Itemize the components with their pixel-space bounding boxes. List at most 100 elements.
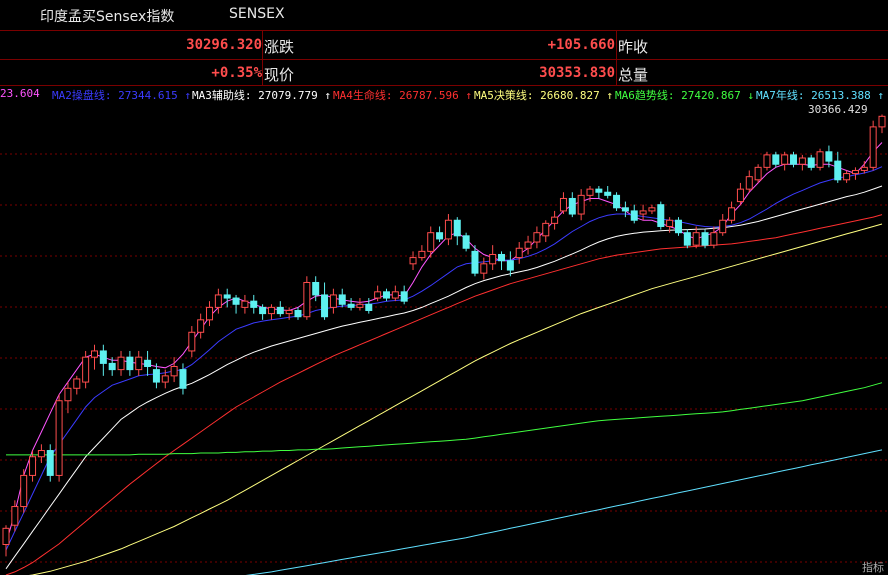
candle [73, 375, 81, 395]
candle-body [559, 197, 567, 212]
candle-body [666, 219, 674, 227]
candle-body [285, 309, 293, 315]
candle-body [64, 387, 72, 402]
candle-body [692, 232, 700, 246]
candle-body [197, 319, 205, 333]
candle-body [82, 356, 90, 383]
candle [515, 242, 523, 264]
moving-average-lines [5, 142, 883, 575]
candle [444, 214, 452, 246]
candle [179, 363, 187, 395]
candle [356, 298, 364, 311]
candle [197, 313, 205, 339]
candle-body [542, 222, 550, 237]
price-value: 30353.830 [539, 65, 615, 81]
candle [329, 288, 337, 314]
candle [29, 450, 37, 482]
candlestick-chart: 30366.429 [0, 103, 888, 575]
candle-body [657, 204, 665, 227]
candle [781, 151, 789, 171]
candle [152, 363, 160, 389]
candle-body [480, 263, 488, 274]
change-value: 30296.320 [186, 37, 262, 53]
candle-body [374, 291, 382, 299]
candle [701, 229, 709, 249]
separator [262, 31, 263, 59]
candle [365, 298, 373, 314]
candle-body [763, 154, 771, 168]
candle [453, 217, 461, 246]
ma1-line [5, 142, 883, 545]
candle [126, 350, 134, 376]
candle-body [860, 166, 868, 171]
ma4-legend: MA4生命线: 26787.596 ↑ [333, 89, 472, 102]
candle-body [55, 400, 63, 476]
candle-body [604, 191, 612, 196]
candle-body [524, 241, 532, 249]
candle-body [2, 527, 10, 546]
candle-body [11, 506, 19, 526]
candle [878, 114, 886, 134]
candle [745, 170, 753, 193]
candle [736, 182, 744, 205]
candle-body [577, 194, 585, 215]
candle-body [409, 257, 417, 265]
candle-body [144, 359, 152, 368]
candle-body [462, 235, 470, 249]
ma7-line [245, 449, 883, 575]
candle-body [267, 306, 275, 315]
candle [657, 201, 665, 230]
candle-body [170, 366, 178, 377]
candle-body [851, 169, 859, 175]
ma3-legend: MA3辅助线: 27079.779 ↑ [192, 89, 331, 102]
candle [498, 251, 506, 271]
prev-close-value: +105.660 [547, 37, 615, 53]
candles [2, 114, 886, 557]
ma6-legend: MA6趋势线: 27420.867 ↓ [615, 89, 754, 102]
candle-body [834, 160, 842, 181]
candle [161, 369, 169, 389]
candle [825, 145, 833, 168]
candle-body [250, 300, 258, 308]
candle [436, 226, 444, 243]
candle [692, 226, 700, 249]
candle [374, 285, 382, 302]
candle [604, 186, 612, 199]
candle-body [843, 173, 851, 181]
candle [666, 217, 674, 233]
candle [851, 167, 859, 180]
candle [11, 500, 19, 532]
candle-body [356, 303, 364, 308]
candle-body [639, 210, 647, 215]
candle-body [294, 309, 302, 318]
candle-body [321, 294, 329, 318]
candle [232, 294, 240, 314]
candle [188, 326, 196, 358]
candle-body [745, 176, 753, 190]
candle-body [161, 375, 169, 383]
candle [471, 245, 479, 277]
candle-body [347, 303, 355, 308]
candle [267, 304, 275, 320]
candle-body [312, 281, 320, 296]
candle [294, 307, 302, 320]
candle-body [391, 291, 399, 299]
indicator-label: 指标 [862, 561, 884, 574]
pct-value: +0.35% [211, 65, 262, 81]
candle-body [382, 291, 390, 299]
candle [382, 288, 390, 302]
candle-body [533, 232, 541, 243]
price-label: 总量 [618, 66, 649, 84]
candle [400, 285, 408, 305]
candle-body [436, 232, 444, 240]
candle [807, 154, 815, 171]
candle [559, 192, 567, 215]
candle-body [135, 356, 143, 371]
candle-body [595, 188, 603, 193]
index-code: SENSEX [229, 6, 285, 22]
candle [418, 245, 426, 261]
candle-body [427, 232, 435, 252]
candle [241, 294, 249, 314]
quote-row-2: +0.35% 现价 30353.830 总量 [0, 60, 888, 86]
candle-body [108, 362, 116, 371]
